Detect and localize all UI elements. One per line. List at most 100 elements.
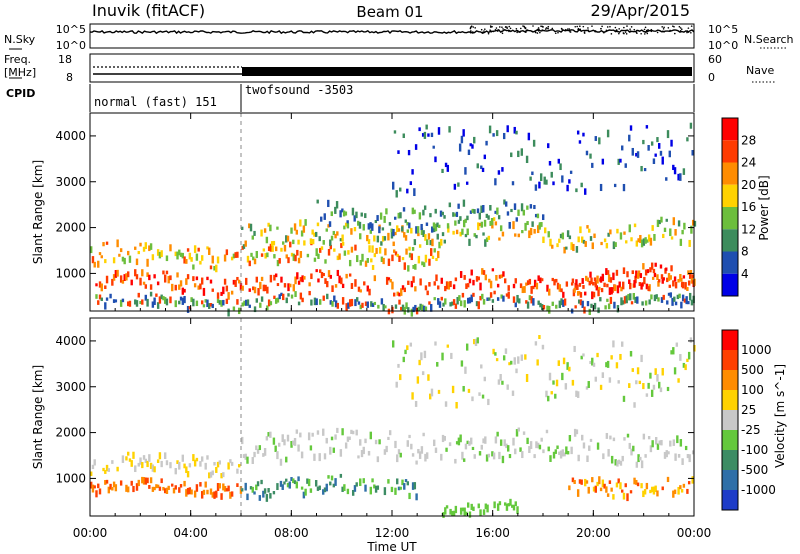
- velocity-cell: [515, 429, 519, 437]
- velocity-cell: [171, 483, 174, 487]
- power-cell: [276, 297, 280, 303]
- power-cell: [619, 158, 622, 163]
- velocity-cell: [107, 486, 111, 494]
- power-cell: [350, 246, 354, 253]
- noise-search-point: [614, 26, 617, 29]
- velocity-cell: [564, 383, 568, 390]
- power-cell: [679, 273, 682, 281]
- power-cell: [176, 272, 179, 278]
- noise-search-point: [536, 32, 539, 34]
- power-cell: [677, 220, 681, 227]
- colorbar-segment: [722, 370, 738, 390]
- noise-search-point: [646, 32, 649, 35]
- power-cell: [654, 262, 657, 267]
- power-cell: [100, 255, 103, 259]
- power-cell: [512, 283, 516, 289]
- power-cell: [603, 238, 607, 243]
- power-cell: [421, 261, 424, 266]
- noise-search-point: [690, 25, 693, 27]
- power-cell: [310, 299, 313, 306]
- power-cell: [494, 210, 497, 214]
- noise-search-point: [480, 28, 483, 31]
- power-cell: [487, 235, 491, 240]
- velocity-cell: [260, 479, 263, 485]
- power-cell: [179, 252, 183, 257]
- velocity-cell: [691, 450, 695, 455]
- velocity-cell: [636, 367, 640, 375]
- power-cell: [206, 246, 209, 250]
- power-cell: [622, 300, 625, 305]
- power-cell: [119, 299, 123, 307]
- power-cell: [206, 276, 209, 281]
- power-cell: [506, 125, 509, 133]
- velocity-cell: [478, 392, 481, 396]
- noise-search-point: [561, 28, 563, 30]
- noise-search-point: [472, 26, 475, 28]
- velocity-cell: [596, 481, 599, 487]
- power-cell: [299, 219, 302, 227]
- power-cell: [546, 284, 549, 292]
- date-title: 29/Apr/2015: [590, 1, 690, 20]
- power-cell: [533, 228, 536, 234]
- noise-search-point: [502, 28, 504, 30]
- power-cell: [449, 302, 452, 307]
- power-cell: [406, 188, 409, 194]
- power-cell: [130, 279, 133, 286]
- power-cell: [192, 298, 195, 307]
- velocity-cell: [414, 400, 418, 407]
- power-cell: [347, 302, 350, 309]
- power-cell: [475, 234, 478, 239]
- power-cell: [489, 280, 493, 289]
- power-cell: [332, 230, 336, 236]
- power-cell: [301, 297, 304, 303]
- velocity-cell: [592, 486, 596, 492]
- power-cell: [340, 277, 343, 285]
- power-cell: [341, 242, 345, 246]
- velocity-cell: [297, 444, 300, 452]
- noise-search-point: [615, 29, 617, 32]
- velocity-cell: [388, 430, 392, 436]
- velocity-cell: [582, 353, 585, 357]
- velocity-cell: [91, 484, 95, 493]
- velocity-cell: [410, 443, 413, 450]
- power-cell: [666, 300, 669, 305]
- power-cell: [561, 232, 565, 240]
- power-cell: [366, 285, 369, 292]
- power-cell: [674, 229, 677, 236]
- power-cell: [455, 211, 459, 217]
- power-cell: [406, 229, 409, 233]
- power-cell: [186, 274, 190, 280]
- noise-search-point: [601, 25, 603, 28]
- power-cell: [640, 283, 643, 290]
- power-cell: [399, 212, 402, 219]
- power-cell: [97, 260, 100, 268]
- power-cell: [637, 238, 640, 243]
- power-cell: [584, 241, 587, 247]
- power-cell: [208, 247, 211, 255]
- power-cell: [539, 302, 542, 308]
- velocity-cell: [148, 485, 151, 489]
- power-cell: [459, 300, 463, 307]
- power-cell: [576, 130, 580, 135]
- power-cell: [429, 213, 432, 218]
- velocity-cell: [499, 373, 502, 381]
- power-cell: [241, 285, 244, 291]
- velocity-cell: [644, 454, 647, 458]
- power-cell: [644, 269, 648, 276]
- power-cell: [310, 273, 313, 280]
- power-cell: [441, 211, 444, 216]
- power-cell: [536, 213, 540, 219]
- power-colorbar-tick: 4: [741, 267, 749, 281]
- velocity-cell: [153, 486, 156, 491]
- velocity-cell: [682, 483, 686, 488]
- power-cell: [190, 297, 193, 303]
- noise-search-point: [542, 26, 544, 28]
- velocity-cell: [434, 341, 437, 346]
- power-cell: [209, 279, 213, 284]
- power-cell: [446, 223, 450, 229]
- velocity-cell: [462, 385, 465, 392]
- velocity-cell: [465, 511, 468, 516]
- power-cell: [553, 279, 556, 286]
- power-cell: [663, 227, 667, 232]
- power-cell: [520, 203, 524, 212]
